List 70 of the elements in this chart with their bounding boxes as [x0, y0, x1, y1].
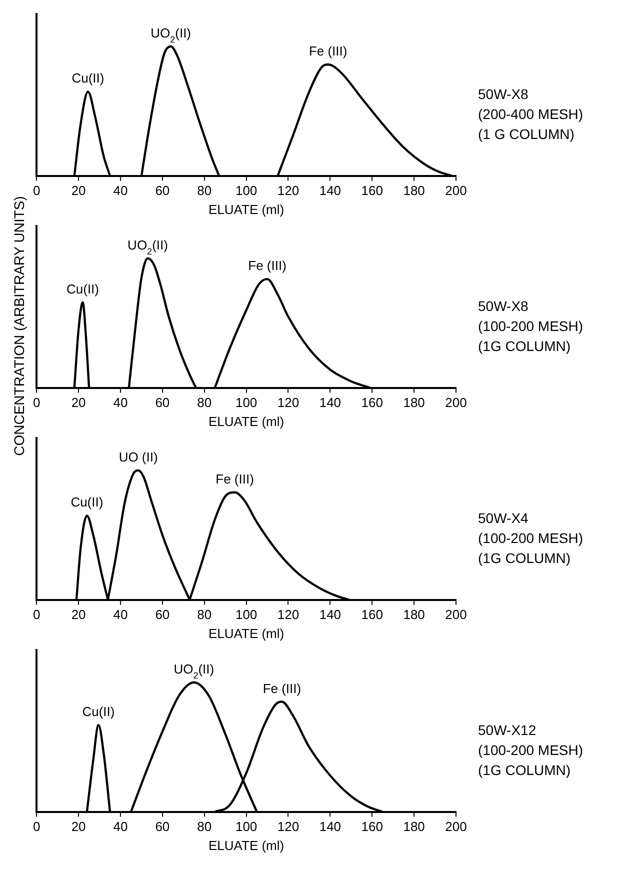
x-tick-label: 60: [155, 607, 170, 622]
series-label: Fe (III): [248, 258, 286, 274]
x-tick-label: 200: [445, 183, 467, 198]
x-tick-label: 160: [361, 395, 383, 410]
x-tick-label: 40: [113, 819, 128, 834]
series-label: Cu(II): [66, 281, 99, 296]
x-tick-label: 0: [33, 395, 40, 410]
x-tick-label: 0: [33, 607, 40, 622]
text: (100-200 MESH): [478, 741, 584, 760]
text: 50W-X8: [478, 85, 530, 104]
x-tick-label: 160: [361, 819, 383, 834]
x-tick-label: 20: [71, 183, 86, 198]
x-tick-label: 80: [197, 395, 212, 410]
x-tick-label: 180: [403, 395, 425, 410]
x-tick-label: 40: [113, 395, 128, 410]
x-tick-label: 120: [277, 819, 300, 834]
series-label: UO (II): [118, 449, 158, 464]
x-tick-label: 0: [33, 183, 40, 198]
text: 50W-X8: [478, 297, 530, 316]
text: (1 G COLUMN): [478, 125, 576, 144]
x-tick-label: 0: [33, 819, 40, 834]
y-axis-title: CONCENTRATION (ARBITRARY UNITS): [11, 196, 27, 456]
x-tick-label: 120: [277, 183, 300, 198]
x-tick-label: 60: [155, 395, 170, 410]
x-tick-label: 80: [197, 819, 212, 834]
x-tick-label: 140: [319, 607, 342, 622]
x-tick-label: 160: [361, 183, 383, 198]
x-tick-label: 200: [445, 395, 467, 410]
text: (1G COLUMN): [478, 549, 572, 568]
x-tick-label: 180: [403, 819, 425, 834]
x-tick-label: 120: [277, 395, 300, 410]
x-tick-label: 100: [235, 607, 258, 622]
text: (1G COLUMN): [478, 337, 572, 356]
series-label: Fe (III): [262, 680, 302, 696]
x-axis-title: ELUATE (ml): [208, 202, 284, 217]
x-tick-label: 100: [235, 395, 258, 410]
x-tick-label: 60: [155, 183, 170, 198]
x-tick-label: 140: [319, 819, 342, 834]
text: (100-200 MESH): [478, 529, 584, 548]
x-axis-title: ELUATE (ml): [208, 414, 284, 429]
x-tick-label: 180: [403, 183, 425, 198]
x-tick-label: 140: [319, 395, 342, 410]
x-tick-label: 60: [155, 819, 170, 834]
x-tick-label: 20: [71, 607, 86, 622]
x-axis-title: ELUATE (ml): [208, 838, 284, 853]
x-tick-label: 100: [235, 819, 258, 834]
x-tick-label: 40: [113, 607, 128, 622]
x-tick-label: 100: [235, 183, 258, 198]
x-tick-label: 180: [403, 607, 425, 622]
x-tick-label: 20: [71, 819, 86, 834]
x-tick-label: 120: [277, 607, 300, 622]
series-label: Cu(II): [72, 70, 104, 86]
x-tick-label: 80: [197, 607, 212, 622]
series-label: Cu(II): [70, 494, 104, 510]
x-tick-label: 140: [319, 183, 342, 198]
text: 50W-X12: [478, 721, 538, 740]
text: (1G COLUMN): [478, 761, 572, 780]
series-label: Fe (III): [216, 471, 254, 486]
x-tick-label: 80: [197, 183, 212, 198]
x-tick-label: 20: [71, 395, 86, 410]
x-axis-title: ELUATE (ml): [208, 626, 284, 641]
series-label: Fe (III): [308, 44, 348, 59]
series-label: Cu(II): [82, 704, 115, 720]
text: 50W-X4: [478, 509, 530, 528]
text: (100-200 MESH): [478, 317, 584, 336]
x-tick-label: 160: [361, 607, 383, 622]
x-tick-label: 200: [445, 819, 467, 834]
x-tick-label: 40: [113, 183, 128, 198]
text: (200-400 MESH): [478, 105, 584, 124]
x-tick-label: 200: [445, 607, 467, 622]
